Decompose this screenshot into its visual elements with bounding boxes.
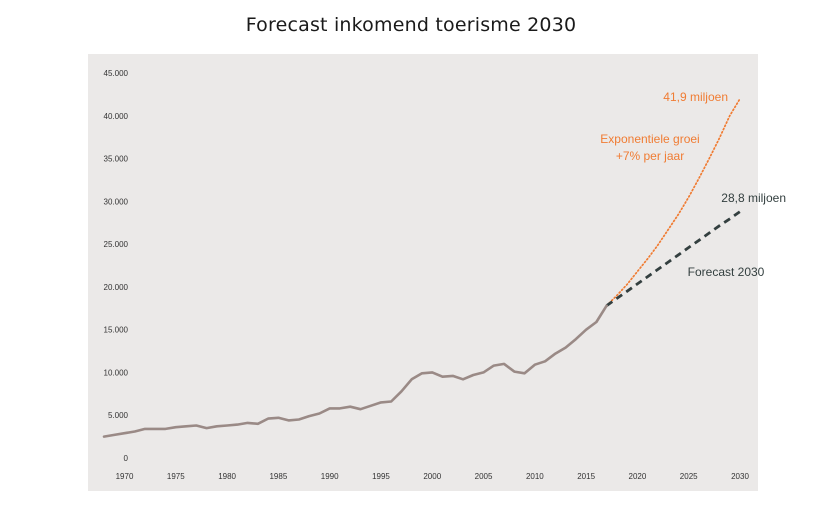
- series-line-dotted: [605, 97, 741, 307]
- series-line-dashed: [605, 210, 741, 307]
- annotation-forecast-value: 28,8 miljoen: [721, 191, 786, 205]
- x-tick-label: 2010: [526, 472, 544, 481]
- x-tick-label: 1975: [167, 472, 185, 481]
- annotation-forecast-label: Forecast 2030: [688, 265, 765, 279]
- y-tick-label: 30.000: [104, 197, 129, 206]
- y-tick-label: 0: [124, 454, 129, 463]
- x-tick-label: 2030: [731, 472, 749, 481]
- annotation-exponential-label-line2: +7% per jaar: [616, 149, 684, 163]
- series-layer: [102, 97, 741, 438]
- annotation-layer: 41,9 miljoen Exponentiele groei +7% per …: [600, 90, 786, 279]
- x-tick-label: 1970: [116, 472, 134, 481]
- x-tick-label: 2025: [680, 472, 698, 481]
- annotation-exponential-label-line1: Exponentiele groei: [600, 132, 699, 146]
- annotation-exponential-value: 41,9 miljoen: [663, 90, 728, 104]
- x-tick-label: 2005: [475, 472, 493, 481]
- x-tick-label: 1995: [372, 472, 390, 481]
- x-tick-label: 2000: [423, 472, 441, 481]
- y-axis: 45.000 40.000 35.000 30.000 25.000 20.000 15.0…: [104, 69, 129, 463]
- y-tick-label: 40.000: [104, 112, 129, 121]
- y-tick-label: 10.000: [104, 368, 129, 377]
- x-axis: 1970 1975 1980 1985 1990 1995 2000 2005 2010 2015…: [116, 472, 750, 481]
- x-tick-label: 1985: [269, 472, 287, 481]
- y-tick-label: 15.000: [104, 326, 129, 335]
- y-tick-label: 35.000: [104, 155, 129, 164]
- series-line-solid: [102, 304, 608, 438]
- y-tick-label: 25.000: [104, 240, 129, 249]
- y-tick-label: 45.000: [104, 69, 129, 78]
- x-tick-label: 1990: [321, 472, 339, 481]
- plot-background: [88, 54, 758, 491]
- chart-title: Forecast inkomend toerisme 2030: [245, 14, 577, 36]
- x-tick-label: 1980: [218, 472, 236, 481]
- y-tick-label: 20.000: [104, 283, 129, 292]
- x-tick-label: 2015: [577, 472, 595, 481]
- y-tick-label: 5.000: [108, 411, 129, 420]
- x-tick-label: 2020: [629, 472, 647, 481]
